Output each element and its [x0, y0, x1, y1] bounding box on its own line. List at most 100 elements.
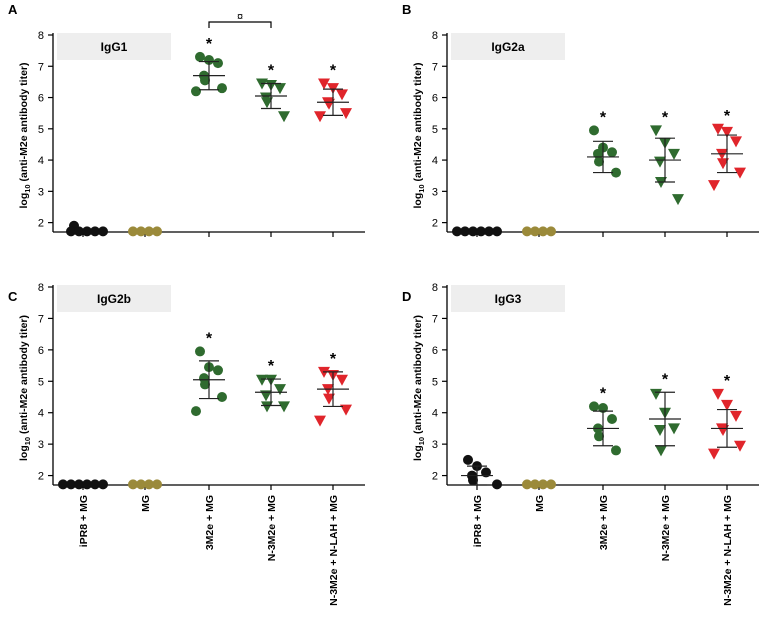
data-point [538, 226, 548, 237]
y-axis-label: log10 (anti-M2e antibody titer) [18, 62, 32, 208]
data-point [712, 388, 724, 400]
data-point [708, 448, 720, 460]
data-point [481, 467, 491, 478]
data-point [594, 431, 604, 442]
y-tick-label: 4 [38, 408, 44, 420]
x-category-label: N-3M2e + MG [266, 495, 278, 561]
data-point [654, 425, 666, 436]
y-tick-label: 2 [432, 471, 438, 483]
panel-letter: D [402, 289, 411, 304]
y-tick-label: 4 [432, 408, 438, 420]
title-box [57, 285, 171, 312]
data-point [98, 226, 108, 237]
y-axis-label-sub: 10 [23, 437, 32, 445]
data-point [655, 445, 667, 457]
y-axis-label-log: log [18, 193, 30, 209]
data-point [468, 226, 478, 237]
significance-star: * [662, 371, 669, 388]
panel-title: IgG1 [101, 40, 128, 54]
data-point [213, 365, 223, 376]
y-tick-label: 4 [38, 155, 44, 167]
data-point [323, 393, 335, 405]
data-point [721, 399, 733, 411]
data-point [128, 226, 138, 237]
data-point [261, 401, 273, 413]
data-point [278, 111, 290, 123]
data-point [340, 404, 352, 416]
y-tick-label: 7 [432, 61, 438, 73]
data-point [200, 75, 210, 86]
data-point [607, 414, 617, 424]
data-point [607, 147, 617, 158]
data-point [74, 226, 84, 237]
data-point [204, 55, 214, 66]
x-category-label: N-3M2e + N-LAH + MG [328, 495, 340, 606]
data-point [217, 83, 227, 94]
data-point [144, 226, 154, 237]
data-point [144, 479, 154, 490]
y-tick-label: 7 [38, 313, 44, 325]
x-category-label: 3M2e + MG [598, 495, 610, 550]
panel-letter: A [8, 2, 18, 17]
data-point [460, 226, 470, 237]
data-point [468, 475, 478, 486]
y-axis-label: log10 (anti-M2e antibody titer) [412, 315, 426, 461]
data-point [717, 158, 729, 170]
significance-star: * [206, 36, 213, 53]
y-axis-label-sub: 10 [417, 437, 426, 445]
data-point [314, 415, 326, 427]
y-tick-label: 7 [432, 313, 438, 325]
y-tick-label: 5 [38, 376, 44, 388]
data-point [708, 180, 720, 192]
x-category-label: N-3M2e + N-LAH + MG [722, 495, 734, 606]
data-point [492, 226, 502, 237]
data-point [530, 226, 540, 237]
significance-star: * [662, 109, 669, 126]
data-point [530, 479, 540, 490]
y-tick-label: 7 [38, 61, 44, 73]
data-point [538, 479, 548, 490]
data-point [82, 479, 92, 490]
data-point [195, 346, 205, 357]
data-point [484, 226, 494, 237]
panel-letter: B [402, 2, 411, 17]
title-box [57, 33, 171, 60]
data-point [589, 125, 599, 136]
data-point [522, 226, 532, 237]
data-point [336, 374, 348, 386]
y-tick-label: 2 [38, 471, 44, 483]
data-point [82, 226, 92, 237]
y-tick-label: 2 [432, 218, 438, 230]
panel-c: C 2 3 4 5 6 7 8 log10 (anti-M2e antibody titer) i… [8, 282, 365, 606]
y-tick-label: 5 [38, 124, 44, 136]
y-tick-label: 2 [38, 218, 44, 230]
y-tick-label: 8 [38, 30, 44, 42]
x-category-label: iPR8 + MG [472, 495, 484, 547]
significance-star: * [268, 62, 275, 79]
y-tick-label: 3 [38, 186, 44, 198]
y-axis-label: log10 (anti-M2e antibody titer) [412, 62, 426, 208]
data-point [546, 479, 556, 490]
significance-star: * [206, 330, 213, 347]
x-category-label: iPR8 + MG [78, 495, 90, 547]
data-point [323, 98, 335, 110]
data-point [650, 125, 662, 137]
panel-b: B 2 3 4 5 6 7 8 log10 (anti-M2e antibody titer) I… [402, 2, 759, 237]
comparison-symbol: ¤ [237, 11, 243, 23]
data-point [274, 83, 286, 95]
data-point [217, 392, 227, 402]
data-point [734, 440, 746, 452]
data-point [90, 479, 100, 490]
y-tick-label: 5 [432, 124, 438, 136]
x-category-label: MG [140, 495, 152, 512]
y-tick-label: 6 [38, 93, 44, 105]
data-point [598, 403, 608, 413]
data-point [74, 479, 84, 490]
data-point [476, 226, 486, 237]
data-point [66, 479, 76, 490]
y-axis-label-log: log [412, 193, 424, 209]
y-tick-label: 8 [432, 30, 438, 42]
y-axis-label: log10 (anti-M2e antibody titer) [18, 315, 32, 461]
data-point [278, 401, 290, 413]
data-point [730, 410, 742, 422]
